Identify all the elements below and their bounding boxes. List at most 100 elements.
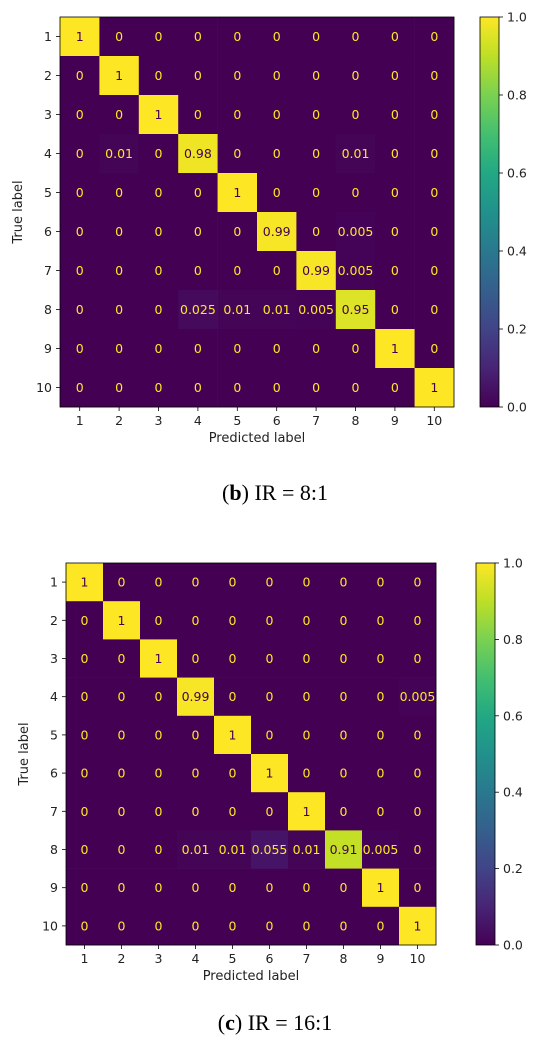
- x-tick-label: 7: [303, 951, 311, 966]
- matrix-cell: [362, 868, 400, 908]
- matrix-cell: [177, 830, 215, 869]
- cell-value-label: 0: [192, 575, 200, 590]
- matrix-cell: [178, 329, 218, 369]
- matrix-cell: [296, 173, 337, 213]
- x-tick-label: 6: [273, 413, 281, 428]
- cell-value-label: 0: [118, 689, 126, 704]
- cell-value-label: 0: [312, 380, 320, 395]
- matrix-cell: [99, 56, 140, 96]
- matrix-cell: [325, 563, 363, 602]
- cell-value-label: 0: [155, 880, 163, 895]
- cell-value-label: 0: [303, 918, 311, 933]
- cell-value-label: 0: [312, 107, 320, 122]
- cell-value-label: 0.005: [338, 263, 374, 278]
- cell-value-label: 0: [340, 880, 348, 895]
- matrix-cell: [325, 601, 363, 640]
- caption-open-paren: (: [222, 480, 229, 505]
- cell-value-label: 0: [81, 727, 89, 742]
- matrix-cell: [335, 17, 376, 57]
- matrix-cell: [178, 173, 218, 213]
- matrix-cell: [103, 906, 141, 946]
- cell-value-label: 0: [273, 341, 281, 356]
- cell-value-label: 0: [303, 575, 311, 590]
- cell-value-label: 0: [118, 918, 126, 933]
- caption-close-paren: ): [235, 1010, 242, 1035]
- colorbar-tick-label: 1.0: [507, 10, 527, 25]
- matrix-cell: [288, 639, 326, 678]
- cell-value-label: 0: [76, 224, 84, 239]
- cell-value-label: 0: [233, 380, 241, 395]
- cell-value-label: 0: [430, 107, 438, 122]
- matrix-cell: [217, 173, 258, 213]
- cell-value-label: 0: [352, 68, 360, 83]
- cell-value-label: 0: [194, 263, 202, 278]
- cell-value-label: 0: [430, 224, 438, 239]
- y-tick-label: 9: [50, 880, 58, 895]
- cell-value-label: 0: [194, 107, 202, 122]
- x-tick-label: 9: [377, 951, 385, 966]
- cell-value-label: 0: [81, 613, 89, 628]
- x-tick-label: 1: [76, 413, 84, 428]
- cell-value-label: 0: [266, 651, 274, 666]
- cell-value-label: 0: [377, 727, 385, 742]
- cell-value-label: 0: [81, 766, 89, 781]
- cell-value-label: 0: [266, 689, 274, 704]
- cell-value-label: 0.99: [263, 224, 291, 239]
- cell-value-label: 0: [391, 68, 399, 83]
- matrix-cell: [257, 251, 297, 291]
- matrix-cell: [138, 95, 179, 135]
- matrix-cell: [399, 906, 437, 946]
- cell-value-label: 1: [76, 29, 84, 44]
- cell-value-label: 0.99: [302, 263, 330, 278]
- x-tick-label: 3: [155, 413, 163, 428]
- matrix-cell: [399, 868, 437, 908]
- matrix-cell: [138, 251, 179, 291]
- matrix-cell: [66, 868, 104, 908]
- cell-value-label: 0: [430, 146, 438, 161]
- matrix-cell: [214, 830, 252, 869]
- matrix-cell: [138, 173, 179, 213]
- matrix-cell: [60, 17, 100, 57]
- cell-value-label: 1: [229, 727, 237, 742]
- matrix-cell: [140, 906, 178, 946]
- y-tick-label: 10: [42, 918, 58, 933]
- matrix-cell: [138, 212, 179, 252]
- cell-value-label: 0: [414, 651, 422, 666]
- matrix-cell: [296, 290, 337, 330]
- matrix-cell: [414, 251, 455, 291]
- colorbar-tick-label: 0.4: [503, 785, 523, 800]
- matrix-cell: [177, 563, 215, 602]
- matrix-cell: [178, 212, 218, 252]
- matrix-cell: [140, 563, 178, 602]
- matrix-cell: [103, 754, 141, 793]
- y-axis-label: True label: [17, 722, 32, 786]
- matrix-cell: [375, 368, 415, 408]
- matrix-cell: [214, 601, 252, 640]
- cell-value-label: 0: [312, 341, 320, 356]
- cell-value-label: 0: [194, 380, 202, 395]
- cell-value-label: 0: [273, 29, 281, 44]
- cell-value-label: 0: [118, 651, 126, 666]
- colorbar-tick-label: 0.8: [503, 632, 523, 647]
- cell-value-label: 0: [118, 842, 126, 857]
- cell-value-label: 0.98: [184, 146, 212, 161]
- cell-value-label: 0: [155, 689, 163, 704]
- y-tick-label: 6: [50, 766, 58, 781]
- matrix-cell: [217, 368, 258, 408]
- cell-value-label: 0: [430, 302, 438, 317]
- matrix-cell: [103, 563, 141, 602]
- cell-value-label: 0: [377, 918, 385, 933]
- matrix-cell: [362, 563, 400, 602]
- matrix-cell: [325, 754, 363, 793]
- cell-value-label: 0: [273, 68, 281, 83]
- colorbar: [475, 562, 496, 946]
- matrix-cell: [325, 830, 363, 869]
- cell-value-label: 0: [155, 727, 163, 742]
- x-tick-label: 8: [340, 951, 348, 966]
- cell-value-label: 1: [266, 766, 274, 781]
- cell-value-label: 0: [155, 263, 163, 278]
- cell-value-label: 0: [155, 918, 163, 933]
- matrix-cell: [296, 134, 337, 174]
- matrix-cell: [288, 563, 326, 602]
- matrix-cell: [399, 563, 437, 602]
